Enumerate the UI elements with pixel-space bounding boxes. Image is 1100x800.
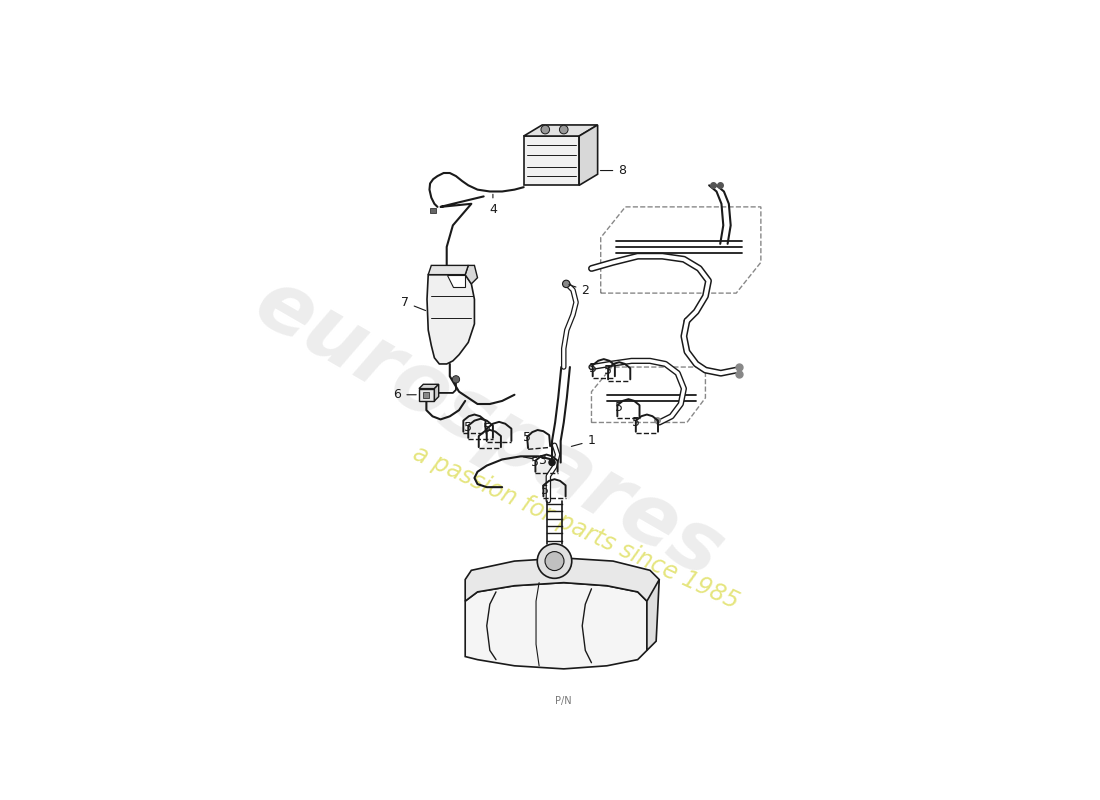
Text: 5: 5	[541, 484, 549, 497]
Text: eurospares: eurospares	[241, 262, 738, 595]
Polygon shape	[447, 274, 465, 287]
Text: 5: 5	[632, 416, 640, 429]
Text: P/N: P/N	[556, 696, 572, 706]
Polygon shape	[465, 266, 477, 284]
Polygon shape	[427, 274, 474, 364]
Text: 5: 5	[615, 401, 624, 414]
Bar	[419, 389, 435, 401]
Text: 1: 1	[571, 434, 595, 447]
Circle shape	[562, 280, 570, 287]
Circle shape	[537, 544, 572, 578]
Text: 8: 8	[601, 164, 626, 177]
Circle shape	[544, 551, 564, 570]
Text: a passion for parts since 1985: a passion for parts since 1985	[409, 441, 742, 614]
Text: 4: 4	[490, 194, 497, 217]
Polygon shape	[465, 582, 647, 669]
Polygon shape	[465, 558, 659, 601]
Polygon shape	[647, 579, 659, 650]
Bar	[424, 392, 429, 398]
Polygon shape	[428, 266, 469, 274]
Circle shape	[560, 126, 568, 134]
Text: 3: 3	[524, 454, 546, 467]
Text: 2: 2	[569, 283, 590, 297]
Polygon shape	[579, 125, 597, 186]
Circle shape	[549, 459, 556, 466]
Circle shape	[541, 126, 550, 134]
Polygon shape	[524, 125, 597, 136]
Bar	[430, 208, 437, 213]
Polygon shape	[419, 384, 439, 389]
Text: 5: 5	[464, 421, 472, 434]
Text: 5: 5	[590, 362, 597, 375]
Polygon shape	[524, 136, 579, 186]
Text: 5: 5	[522, 431, 531, 444]
Text: 5: 5	[531, 456, 539, 469]
Text: 7: 7	[400, 296, 426, 310]
Text: 5: 5	[483, 422, 491, 435]
Text: 5: 5	[604, 364, 612, 378]
Polygon shape	[434, 384, 439, 401]
Text: 6: 6	[394, 388, 416, 402]
Circle shape	[452, 376, 460, 383]
